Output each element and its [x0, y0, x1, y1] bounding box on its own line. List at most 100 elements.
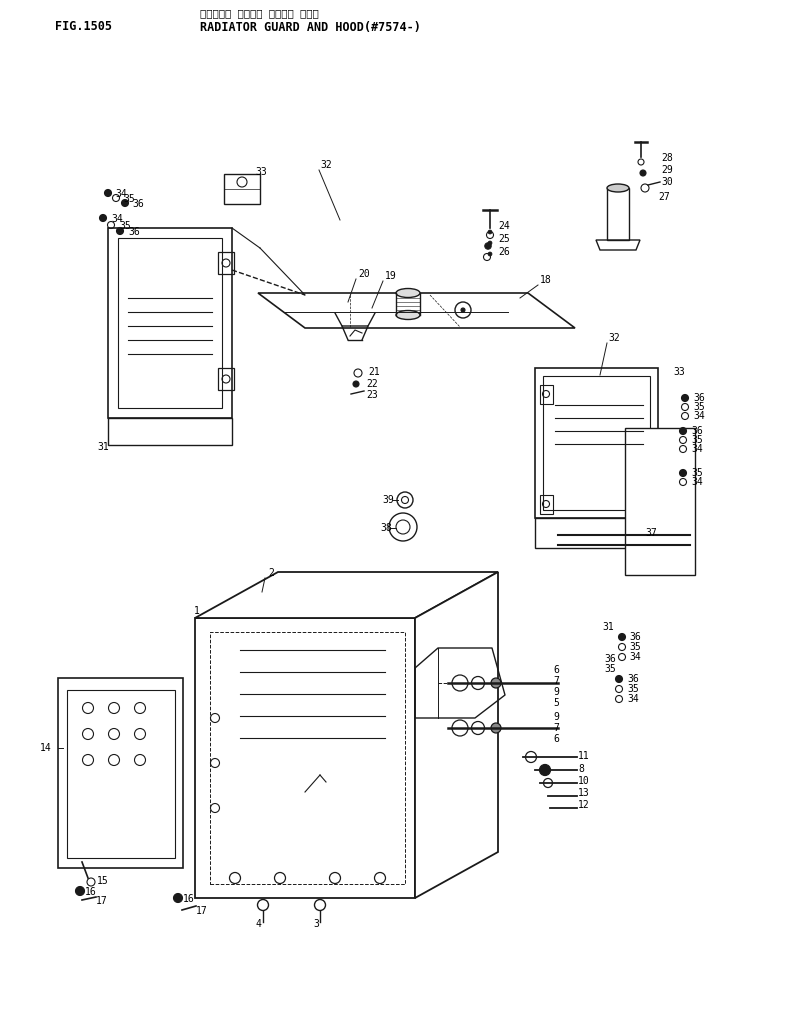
Polygon shape — [596, 240, 640, 250]
Circle shape — [485, 243, 491, 249]
Text: 38: 38 — [380, 523, 391, 533]
Circle shape — [75, 887, 84, 895]
Text: 6: 6 — [553, 734, 559, 744]
Bar — [540, 385, 553, 404]
Circle shape — [488, 241, 492, 245]
Text: RADIATOR GUARD AND HOOD(#7574-): RADIATOR GUARD AND HOOD(#7574-) — [200, 21, 421, 34]
Text: 36: 36 — [132, 199, 144, 209]
Text: 7: 7 — [553, 723, 559, 733]
Polygon shape — [108, 418, 232, 445]
Circle shape — [680, 427, 687, 434]
Text: 26: 26 — [498, 247, 510, 257]
Text: 22: 22 — [366, 379, 378, 389]
Text: 29: 29 — [661, 165, 673, 175]
Text: 19: 19 — [385, 271, 397, 281]
Text: 17: 17 — [96, 896, 108, 906]
Ellipse shape — [396, 288, 420, 297]
Bar — [218, 252, 234, 274]
Text: 6: 6 — [553, 665, 559, 675]
Polygon shape — [535, 368, 658, 518]
Bar — [540, 495, 553, 514]
Polygon shape — [118, 238, 222, 409]
Bar — [218, 368, 234, 390]
Circle shape — [488, 252, 492, 256]
Text: 35: 35 — [119, 221, 131, 230]
Polygon shape — [195, 572, 498, 618]
Polygon shape — [535, 518, 658, 548]
Circle shape — [121, 200, 129, 207]
Circle shape — [640, 170, 646, 176]
Text: 37: 37 — [645, 528, 657, 538]
Text: 33: 33 — [673, 367, 684, 377]
Text: FIG.1505: FIG.1505 — [55, 21, 112, 34]
Polygon shape — [195, 618, 415, 898]
Text: 9: 9 — [553, 687, 559, 697]
Text: 35: 35 — [629, 642, 641, 652]
Circle shape — [461, 308, 465, 312]
Ellipse shape — [607, 184, 629, 192]
Text: 16: 16 — [85, 887, 97, 897]
Bar — [224, 174, 260, 204]
Text: 27: 27 — [658, 192, 670, 202]
Text: 24: 24 — [498, 221, 510, 230]
Text: 35: 35 — [627, 684, 638, 694]
Circle shape — [539, 765, 550, 776]
Bar — [607, 188, 629, 240]
Circle shape — [491, 678, 501, 688]
Text: 12: 12 — [578, 800, 590, 810]
Circle shape — [615, 675, 622, 682]
Text: 34: 34 — [691, 443, 703, 454]
Circle shape — [680, 469, 687, 476]
Text: 23: 23 — [366, 390, 378, 400]
Circle shape — [353, 381, 359, 387]
Text: 35: 35 — [123, 194, 135, 204]
Polygon shape — [415, 572, 498, 898]
Polygon shape — [108, 228, 232, 418]
Text: 7: 7 — [553, 676, 559, 686]
Text: 21: 21 — [368, 367, 380, 377]
Text: 34: 34 — [115, 189, 127, 199]
Text: 32: 32 — [608, 333, 620, 343]
Text: 20: 20 — [358, 269, 370, 279]
Text: 35: 35 — [691, 435, 703, 445]
Circle shape — [681, 394, 688, 401]
Text: 34: 34 — [691, 477, 703, 487]
Text: 16: 16 — [183, 894, 195, 904]
Text: 34: 34 — [629, 652, 641, 662]
Polygon shape — [258, 293, 575, 328]
Text: 31: 31 — [97, 442, 109, 452]
Text: 30: 30 — [661, 177, 673, 187]
Circle shape — [619, 634, 626, 640]
Text: 25: 25 — [498, 234, 510, 244]
Text: 9: 9 — [553, 712, 559, 722]
Text: 34: 34 — [627, 694, 638, 704]
Text: 35: 35 — [691, 468, 703, 478]
Text: 36: 36 — [604, 654, 616, 664]
Polygon shape — [625, 428, 695, 575]
Text: 5: 5 — [553, 698, 559, 708]
Text: 4: 4 — [255, 919, 261, 929]
Text: 36: 36 — [128, 227, 140, 237]
Text: 11: 11 — [578, 751, 590, 761]
Text: 17: 17 — [196, 906, 208, 916]
Circle shape — [99, 214, 106, 221]
Text: 36: 36 — [629, 632, 641, 642]
Text: 2: 2 — [268, 568, 274, 578]
Circle shape — [105, 189, 111, 197]
Text: ラジエータ ガード・ オヤビ・ フード: ラジエータ ガード・ オヤビ・ フード — [200, 8, 318, 17]
Bar — [210, 632, 405, 884]
Text: 34: 34 — [111, 214, 123, 224]
Text: 13: 13 — [578, 788, 590, 799]
Text: 1: 1 — [194, 606, 200, 616]
Polygon shape — [543, 376, 650, 510]
Text: 33: 33 — [255, 167, 267, 177]
Text: 34: 34 — [693, 411, 705, 421]
Text: 36: 36 — [693, 393, 705, 403]
Circle shape — [491, 723, 501, 733]
Text: 39: 39 — [382, 495, 394, 505]
Text: 15: 15 — [97, 876, 109, 886]
Text: 18: 18 — [540, 275, 552, 285]
Text: 35: 35 — [693, 402, 705, 412]
Text: 28: 28 — [661, 153, 673, 163]
Text: 35: 35 — [604, 664, 616, 674]
